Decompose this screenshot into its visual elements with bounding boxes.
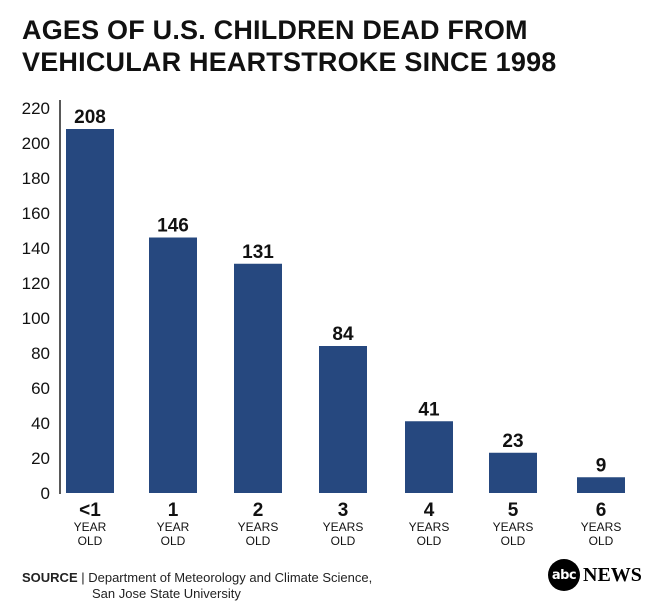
x-tick-sublabel: OLD	[78, 534, 103, 548]
chart-title-line-2: VEHICULAR HEARTSTROKE SINCE 1998	[22, 47, 557, 77]
y-tick-label: 100	[22, 309, 50, 328]
y-tick-label: 60	[31, 379, 50, 398]
x-tick-sublabel: OLD	[501, 534, 526, 548]
x-tick-sublabel: OLD	[331, 534, 356, 548]
y-tick-label: 40	[31, 414, 50, 433]
data-label: 23	[502, 431, 523, 452]
x-tick-sublabel: OLD	[246, 534, 271, 548]
x-tick-label: 2	[253, 500, 264, 521]
x-tick-sublabel: YEARS	[493, 520, 534, 534]
source-text-line-2: San Jose State University	[92, 586, 241, 601]
chart-title-line-1: AGES OF U.S. CHILDREN DEAD FROM	[22, 15, 528, 45]
x-tick-label: 3	[338, 500, 349, 521]
y-tick-label: 200	[22, 134, 50, 153]
y-tick-label: 120	[22, 274, 50, 293]
x-tick-sublabel: OLD	[589, 534, 614, 548]
bar	[577, 477, 625, 493]
data-label: 84	[332, 324, 354, 345]
x-tick-sublabel: OLD	[161, 534, 186, 548]
source-footer: SOURCE | Department of Meteorology and C…	[22, 570, 372, 602]
x-tick-label: 5	[508, 500, 519, 521]
source-text-line-1: | Department of Meteorology and Climate …	[77, 570, 373, 585]
y-tick-label: 80	[31, 344, 50, 363]
abc-logo-mark: abc	[548, 559, 580, 591]
x-tick-sublabel: YEARS	[238, 520, 279, 534]
x-tick-sublabel: OLD	[417, 534, 442, 548]
bar	[489, 452, 537, 493]
bar	[149, 237, 197, 493]
bar	[319, 346, 367, 493]
y-tick-label: 0	[41, 484, 50, 503]
bar	[66, 129, 114, 493]
x-tick-sublabel: YEARS	[323, 520, 364, 534]
abc-news-logo: abc NEWS	[548, 558, 642, 592]
bar	[405, 421, 453, 493]
x-tick-sublabel: YEAR	[74, 520, 107, 534]
chart-title: AGES OF U.S. CHILDREN DEAD FROM VEHICULA…	[22, 14, 642, 78]
x-tick-label: 6	[596, 500, 607, 521]
data-label: 9	[596, 455, 607, 476]
x-tick-label: 4	[424, 500, 435, 521]
bar	[234, 263, 282, 493]
x-tick-sublabel: YEARS	[581, 520, 622, 534]
data-label: 131	[242, 242, 274, 263]
x-tick-sublabel: YEARS	[409, 520, 450, 534]
y-tick-label: 180	[22, 169, 50, 188]
news-wordmark: NEWS	[583, 563, 642, 586]
y-tick-label: 160	[22, 204, 50, 223]
source-label: SOURCE	[22, 570, 78, 585]
x-tick-label: 1	[168, 500, 179, 521]
x-tick-label: <1	[79, 500, 101, 521]
data-label: 208	[74, 107, 106, 128]
y-tick-label: 220	[22, 99, 50, 118]
x-tick-sublabel: YEAR	[157, 520, 190, 534]
data-label: 41	[418, 399, 440, 420]
y-tick-label: 20	[31, 449, 50, 468]
y-tick-label: 140	[22, 239, 50, 258]
data-label: 146	[157, 216, 189, 237]
